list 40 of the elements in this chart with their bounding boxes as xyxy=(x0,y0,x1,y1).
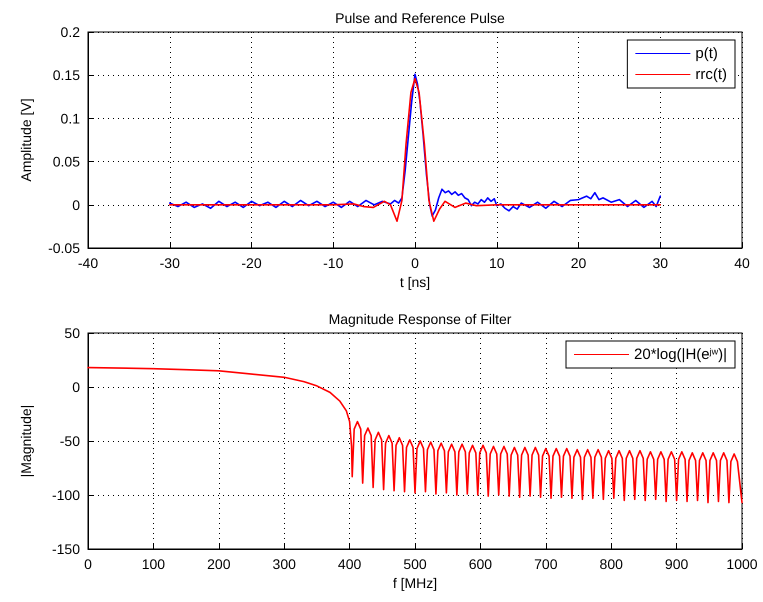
y-tick-label: 0.2 xyxy=(60,24,80,40)
x-axis-title: f [MHz] xyxy=(392,574,438,591)
x-tick-label: 100 xyxy=(142,556,166,572)
y-tick-label: -50 xyxy=(60,433,80,449)
x-tick-label: 200 xyxy=(207,556,231,572)
x-tick-label: 40 xyxy=(734,255,750,271)
x-tick-label: 10 xyxy=(488,255,505,271)
x-tick-label: 900 xyxy=(664,556,688,572)
y-tick-label: 0.05 xyxy=(52,154,80,170)
y-tick-label: 50 xyxy=(64,325,80,341)
x-tick-label: -10 xyxy=(323,255,344,271)
x-tick-label: -40 xyxy=(78,255,98,271)
chart-title: Magnitude Response of Filter xyxy=(328,311,512,327)
line-series xyxy=(87,366,743,504)
x-tick-label: 800 xyxy=(600,556,624,572)
x-tick-label: 0 xyxy=(84,556,92,572)
x-tick-label: 0 xyxy=(411,255,420,271)
x-axis-title: t [ns] xyxy=(400,274,430,290)
chart-title: Pulse and Reference Pulse xyxy=(335,10,506,26)
y-tick-label: -0.05 xyxy=(48,240,80,256)
x-tick-label: 400 xyxy=(338,556,362,572)
y-tick-label: 0.15 xyxy=(52,67,80,84)
y-tick-label: -100 xyxy=(52,487,80,503)
y-axis-title: |Magnitude| xyxy=(18,404,34,478)
x-tick-label: 300 xyxy=(272,556,296,572)
y-tick-label: -150 xyxy=(52,541,80,557)
y-tick-label: 0.1 xyxy=(60,110,80,126)
x-tick-label: 500 xyxy=(403,556,427,572)
legend-label: rrc(t) xyxy=(695,66,728,83)
y-tick-label: 0 xyxy=(72,196,80,213)
x-tick-label: 700 xyxy=(534,556,558,572)
x-tick-label: 1000 xyxy=(726,556,758,572)
legend-label: p(t) xyxy=(695,45,718,62)
y-axis-title: Amplitude [V] xyxy=(18,98,34,182)
x-tick-label: -30 xyxy=(160,255,180,271)
x-tick-label: 20 xyxy=(570,255,586,271)
x-tick-label: -20 xyxy=(241,255,262,271)
x-tick-label: 30 xyxy=(652,255,668,271)
x-tick-label: 600 xyxy=(468,556,492,572)
y-tick-label: 0 xyxy=(72,379,80,395)
